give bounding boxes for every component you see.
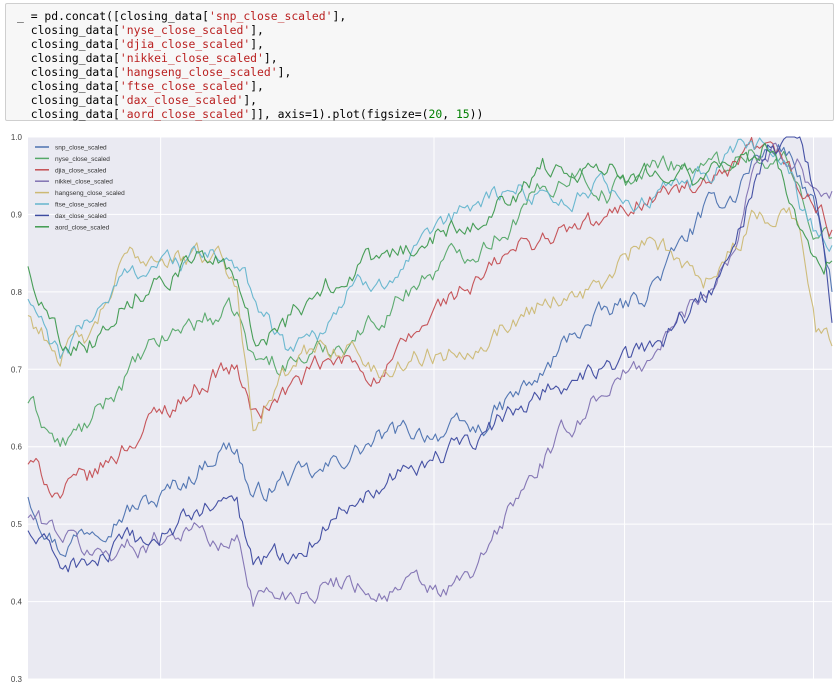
legend-label: djia_close_scaled: [55, 167, 107, 174]
code-line: closing_data['aord_close_scaled']], axis…: [17, 107, 833, 121]
code-string: 'nikkei_close_scaled': [119, 51, 264, 65]
code-string: 'nyse_close_scaled': [119, 23, 251, 37]
code-text: closing_data[: [17, 37, 120, 51]
code-string: 'djia_close_scaled': [119, 37, 251, 51]
code-text: closing_data[: [17, 93, 120, 107]
code-line: closing_data['nikkei_close_scaled'],: [17, 51, 833, 65]
code-text: _ = pd.concat([closing_data[: [17, 9, 210, 23]
code-text: closing_data[: [17, 51, 120, 65]
y-tick-label: 0.4: [11, 598, 23, 607]
code-text: ],: [250, 23, 264, 37]
y-tick-label: 1.0: [11, 133, 23, 142]
code-text: ],: [250, 37, 264, 51]
legend-label: dax_close_scaled: [55, 213, 107, 220]
series-line-snp-close-scaled: [27, 144, 833, 558]
code-text: ],: [332, 9, 347, 23]
series-line-nikkei-close-scaled: [27, 142, 833, 607]
chart-svg: 0.3 0.4 0.5 0.6 0.7 0.8 0.9 1.0 snp_close_scaled…: [11, 133, 833, 684]
code-line: closing_data['ftse_close_scaled'],: [17, 79, 833, 93]
code-text: )): [469, 107, 484, 121]
code-string: 'aord_close_scaled': [119, 107, 251, 121]
code-text: ],: [250, 79, 264, 93]
code-number: 15: [455, 107, 470, 121]
code-text: ,: [442, 107, 456, 121]
plot-area: [28, 137, 832, 679]
legend-label: nyse_close_scaled: [55, 156, 110, 163]
series-line-aord-close-scaled: [27, 142, 833, 357]
y-tick-label: 0.7: [11, 365, 23, 374]
legend-label: hangseng_close_scaled: [55, 190, 125, 197]
series-line-djia-close-scaled: [27, 136, 833, 499]
code-string: 'dax_close_scaled': [119, 93, 244, 107]
code-text: ],: [243, 93, 258, 107]
code-string: 'snp_close_scaled': [209, 9, 333, 23]
code-text: closing_data[: [17, 79, 120, 93]
series-line-nyse-close-scaled: [27, 149, 833, 447]
code-line: closing_data['djia_close_scaled'],: [17, 37, 833, 51]
legend-label: snp_close_scaled: [55, 145, 107, 152]
code-line: _ = pd.concat([closing_data['snp_close_s…: [17, 9, 833, 23]
code-cell[interactable]: _ = pd.concat([closing_data['snp_close_s…: [5, 3, 834, 121]
code-text: ]], axis=1).plot(figsize=(: [250, 107, 429, 121]
legend-label: aord_close_scaled: [55, 224, 110, 231]
series-line-hangseng-close-scaled: [27, 207, 833, 432]
code-string: 'hangseng_close_scaled': [119, 65, 278, 79]
y-tick-label: 0.6: [11, 443, 23, 452]
code-editor[interactable]: _ = pd.concat([closing_data['snp_close_s…: [6, 4, 833, 121]
legend-label: ftse_close_scaled: [55, 202, 107, 209]
line-chart: 0.3 0.4 0.5 0.6 0.7 0.8 0.9 1.0 snp_close_scaled…: [0, 126, 839, 685]
series-line-dax-close-scaled: [27, 136, 833, 573]
code-text: closing_data[: [17, 23, 120, 37]
y-tick-label: 0.3: [11, 675, 23, 684]
y-tick-label: 0.9: [11, 210, 23, 219]
code-line: closing_data['nyse_close_scaled'],: [17, 23, 833, 37]
code-text: ],: [277, 65, 292, 79]
code-line: closing_data['dax_close_scaled'],: [17, 93, 833, 107]
code-string: 'ftse_close_scaled': [119, 79, 251, 93]
legend-label: nikkei_close_scaled: [55, 179, 113, 186]
y-tick-label: 0.8: [11, 288, 23, 297]
code-text: closing_data[: [17, 107, 120, 121]
series-line-ftse-close-scaled: [27, 137, 833, 359]
code-line: closing_data['hangseng_close_scaled'],: [17, 65, 833, 79]
code-number: 20: [428, 107, 443, 121]
y-tick-label: 0.5: [11, 520, 23, 529]
code-text: closing_data[: [17, 65, 120, 79]
code-text: ],: [263, 51, 278, 65]
